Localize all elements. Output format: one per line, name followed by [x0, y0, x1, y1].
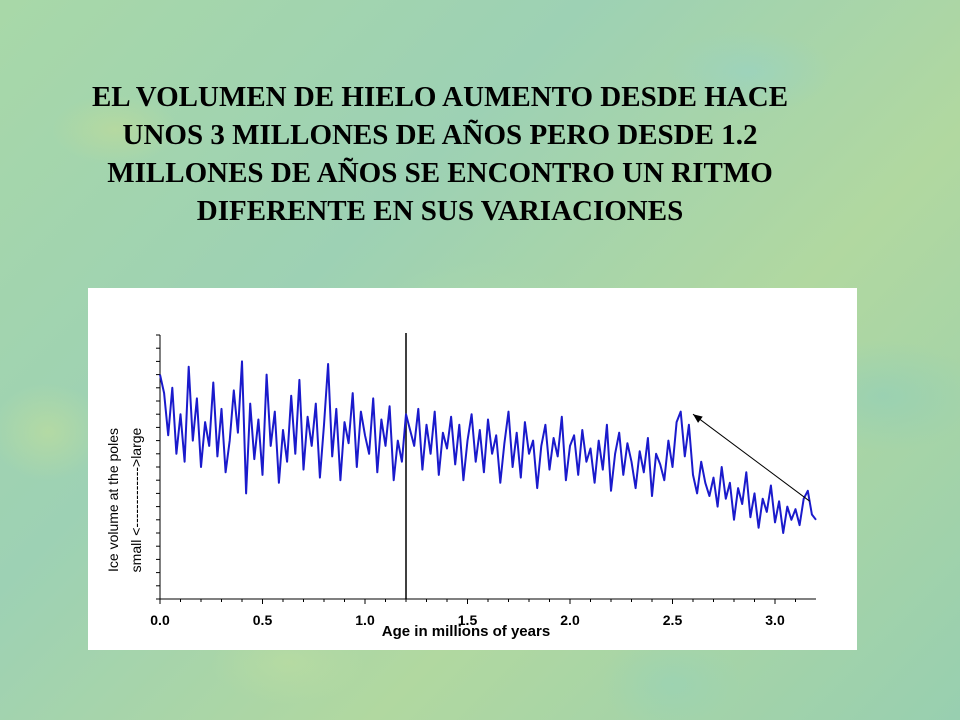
- slide-title: EL VOLUMEN DE HIELO AUMENTO DESDE HACE U…: [30, 78, 850, 230]
- title-line-1: EL VOLUMEN DE HIELO AUMENTO DESDE HACE: [91, 81, 789, 113]
- x-tick-label: 1.5: [458, 612, 478, 628]
- x-tick-label: 1.0: [355, 612, 375, 628]
- chart-panel: Ice volume at the poles small <---------…: [88, 288, 857, 650]
- ice-volume-series-line: [159, 360, 817, 534]
- annotation-arrow-shaft: [692, 413, 811, 502]
- title-line-2: UNOS 3 MILLONES DE AÑOS PERO DESDE 1.2: [122, 119, 758, 151]
- y-axis-title-line1: Ice volume at the poles: [105, 428, 121, 572]
- title-line-4: DIFERENTE EN SUS VARIACIONES: [196, 195, 684, 227]
- x-tick-label: 3.0: [765, 612, 785, 628]
- ice-volume-chart: Ice volume at the poles small <---------…: [105, 333, 817, 640]
- x-tick-label: 2.5: [663, 612, 683, 628]
- x-axis-title: Age in millions of years: [382, 623, 550, 640]
- x-tick-label: 2.0: [560, 612, 580, 628]
- x-tick-label: 0.0: [150, 612, 170, 628]
- x-tick-label: 0.5: [253, 612, 273, 628]
- y-axis-title-line2: small <------------->large: [128, 427, 144, 572]
- annotation-arrow-head: [693, 414, 703, 423]
- title-line-3: MILLONES DE AÑOS SE ENCONTRO UN RITMO: [107, 157, 773, 189]
